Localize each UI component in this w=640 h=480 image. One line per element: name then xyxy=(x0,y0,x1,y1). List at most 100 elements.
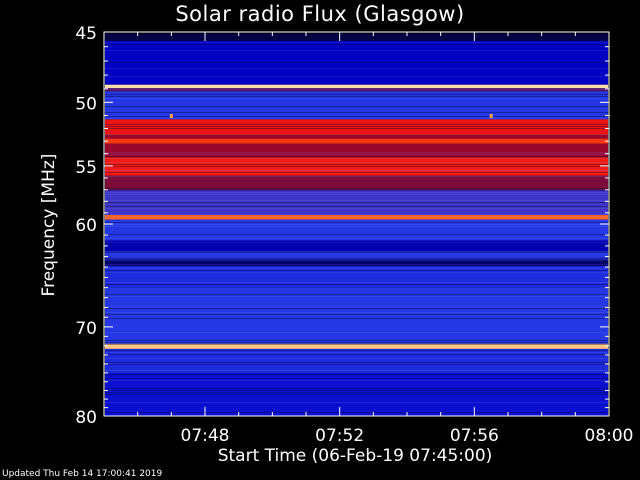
heatmap-band xyxy=(105,91,608,120)
heatmap-striation xyxy=(105,238,608,239)
heatmap-striation xyxy=(105,188,608,189)
heatmap-band xyxy=(105,33,608,41)
heatmap-striation xyxy=(105,98,608,99)
y-tick-label: 60 xyxy=(75,216,97,236)
heatmap-striation xyxy=(105,342,608,343)
heatmap-striation xyxy=(105,354,608,355)
heatmap-striation xyxy=(105,312,608,313)
heatmap-striation xyxy=(105,370,608,371)
heatmap-striation xyxy=(105,378,608,379)
heatmap-striation xyxy=(105,96,608,97)
heatmap-band xyxy=(105,143,608,158)
chart-title: Solar radio Flux (Glasgow) xyxy=(175,2,465,26)
y-tick-label: 50 xyxy=(75,94,97,114)
heatmap-striation xyxy=(105,282,608,283)
heatmap-striation xyxy=(105,50,608,51)
heatmap-striation xyxy=(105,358,608,359)
heatmap-striation xyxy=(105,164,608,165)
heatmap-striation xyxy=(105,234,608,235)
heatmap-striation xyxy=(105,216,608,217)
heatmap-striation xyxy=(105,284,608,285)
heatmap-striation xyxy=(105,44,608,45)
heatmap-striation xyxy=(105,172,608,173)
heatmap-striation xyxy=(105,170,608,171)
heatmap-striation xyxy=(105,194,608,195)
heatmap-striation xyxy=(105,270,608,271)
heatmap-band xyxy=(105,287,608,344)
heatmap-band xyxy=(105,134,608,139)
heatmap-striation xyxy=(105,350,608,351)
heatmap-band xyxy=(105,138,608,144)
heatmap-band xyxy=(105,157,608,176)
heatmap-spot xyxy=(169,114,173,119)
heatmap-striation xyxy=(105,134,608,135)
heatmap-striation xyxy=(105,318,608,319)
heatmap-spot xyxy=(489,114,493,119)
heatmap-band xyxy=(105,251,608,260)
heatmap-striation xyxy=(105,208,608,209)
heatmap-striation xyxy=(105,308,608,309)
heatmap-striation xyxy=(105,206,608,207)
heatmap-striation xyxy=(105,252,608,253)
x-tick-label: 07:52 xyxy=(315,426,364,446)
heatmap-striation xyxy=(105,202,608,203)
heatmap-band xyxy=(105,119,608,135)
heatmap-striation xyxy=(105,158,608,159)
heatmap-striation xyxy=(105,332,608,333)
heatmap-striation xyxy=(105,106,608,107)
heatmap-striation xyxy=(105,260,608,261)
y-axis-label: Frequency [MHz] xyxy=(39,153,59,297)
heatmap-band xyxy=(105,348,608,373)
heatmap-striation xyxy=(105,340,608,341)
heatmap-band xyxy=(105,175,608,190)
heatmap-striation xyxy=(105,112,608,113)
heatmap-band xyxy=(105,84,608,89)
heatmap-striation xyxy=(105,94,608,95)
heatmap-band xyxy=(105,215,608,220)
heatmap-striation xyxy=(105,162,608,163)
heatmap-band xyxy=(105,343,608,349)
heatmap-striation xyxy=(105,214,608,215)
heatmap-striation xyxy=(105,402,608,403)
heatmap-band xyxy=(105,266,608,288)
heatmap-striation xyxy=(105,124,608,125)
heatmap-striation xyxy=(105,272,608,273)
heatmap-striation xyxy=(105,192,608,193)
heatmap-striation xyxy=(105,314,608,315)
heatmap-striation xyxy=(105,264,608,265)
y-tick-label: 55 xyxy=(75,158,97,178)
heatmap-striation xyxy=(105,222,608,223)
heatmap-striation xyxy=(105,388,608,389)
heatmap-striation xyxy=(105,156,608,157)
heatmap-striation xyxy=(105,380,608,381)
heatmap-striation xyxy=(105,374,608,375)
heatmap-striation xyxy=(105,306,608,307)
heatmap-striation xyxy=(105,226,608,227)
heatmap-striation xyxy=(105,128,608,129)
heatmap-striation xyxy=(105,224,608,225)
x-tick-label: 07:56 xyxy=(450,426,499,446)
heatmap-striation xyxy=(105,362,608,363)
heatmap-striation xyxy=(105,62,608,63)
heatmap-striation xyxy=(105,294,608,295)
heatmap-striation xyxy=(105,176,608,177)
heatmap-striation xyxy=(105,268,608,269)
heatmap-striation xyxy=(105,200,608,201)
heatmap-striation xyxy=(105,352,608,353)
heatmap-striation xyxy=(105,68,608,69)
heatmap-striation xyxy=(105,344,608,345)
heatmap-striation xyxy=(105,296,608,297)
heatmap-band xyxy=(105,88,608,92)
heatmap-striation xyxy=(105,394,608,395)
x-tick-label: 08:00 xyxy=(585,426,634,446)
heatmap-striation xyxy=(105,126,608,127)
heatmap-band xyxy=(105,189,608,216)
heatmap-striation xyxy=(105,390,608,391)
heatmap-striation xyxy=(105,364,608,365)
heatmap-striation xyxy=(105,412,608,413)
x-tick-label: 07:48 xyxy=(181,426,230,446)
heatmap-striation xyxy=(105,190,608,191)
heatmap-band xyxy=(105,40,608,85)
